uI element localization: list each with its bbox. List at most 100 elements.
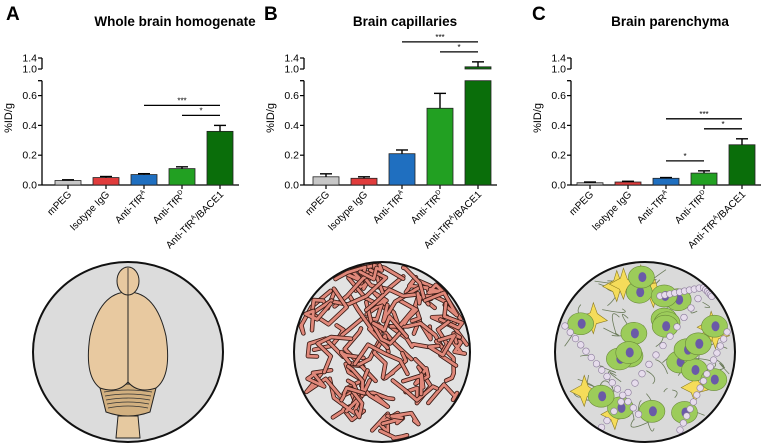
capillary: [401, 373, 425, 396]
myelin-bead: [694, 295, 702, 303]
y-tick-label: 0.4: [284, 120, 299, 132]
label-text: Anti-TfR: [151, 193, 185, 227]
capillary: [340, 302, 384, 337]
capillary: [364, 288, 418, 312]
y-tick-label: 0.4: [22, 120, 37, 132]
myelin-bead: [689, 398, 698, 406]
label-text: /BACE1: [451, 189, 484, 222]
myelin-bead: [634, 410, 643, 418]
myelin-bead: [608, 379, 616, 387]
x-tick-label: Anti-TfRD: [150, 188, 188, 226]
bar: [388, 153, 416, 186]
bar: [130, 174, 158, 186]
myelin-bead: [680, 313, 688, 322]
bar: [312, 176, 340, 186]
neurite: [690, 310, 698, 314]
neurite: [655, 359, 668, 375]
x-tick-label: mPEG: [46, 189, 75, 218]
neuron-nucleus: [662, 321, 671, 332]
label-text: Anti-TfR: [371, 192, 405, 226]
cerebellum-fold: [105, 397, 151, 401]
myelin-bead: [631, 379, 639, 387]
myelin-bead: [693, 391, 701, 399]
cerebellum-fold: [103, 389, 153, 393]
capillary: [328, 377, 363, 414]
label-text: Anti-TfR: [409, 193, 443, 227]
neuron-nucleus: [617, 402, 626, 413]
y-tick-label: 1.4: [22, 53, 37, 65]
bar: [54, 180, 82, 186]
capillary: [310, 287, 348, 326]
capillary: [390, 411, 420, 426]
y-tick-label: 0.2: [284, 150, 299, 162]
capillary: [346, 365, 372, 397]
neuron-nucleus: [598, 391, 607, 402]
myelin-bead: [723, 328, 731, 336]
neurite: [672, 389, 678, 398]
y-tick-label: 0.0: [284, 180, 299, 192]
y-axis-label: %ID/g: [265, 103, 277, 133]
capillary: [358, 263, 384, 281]
capillary: [316, 335, 353, 374]
neuron-nucleus: [711, 321, 720, 332]
capillary: [306, 368, 333, 388]
capillary: [306, 337, 345, 359]
capillary: [372, 315, 409, 338]
significance-label: ***: [177, 96, 186, 105]
label-superscript: A: [397, 188, 405, 196]
capillary: [426, 383, 459, 405]
y-axis-label: %ID/g: [532, 103, 544, 133]
label-text: mPEG: [46, 189, 75, 218]
neuron-nucleus: [577, 318, 586, 329]
myelin-bead: [603, 372, 611, 381]
myelin-bead: [592, 360, 601, 368]
significance-label: ***: [699, 110, 708, 119]
myelin-bead: [709, 356, 718, 364]
label-superscript: A: [661, 188, 669, 196]
label-text: Anti-TfR: [113, 192, 147, 226]
myelin-bead: [561, 322, 569, 330]
label-text: Anti-TfR: [673, 193, 707, 227]
neurite: [630, 419, 650, 428]
label-text: mPEG: [304, 189, 333, 218]
capillary: [428, 334, 456, 357]
x-tick-label: Isotype IgG: [68, 189, 112, 233]
bar: [614, 181, 642, 186]
bar: [426, 107, 454, 186]
bar: [728, 144, 756, 186]
capillary: [391, 379, 439, 402]
capillary: [373, 291, 401, 329]
x-tick-label: mPEG: [568, 189, 597, 218]
y-tick-label: 0.6: [284, 90, 299, 102]
bar: [168, 168, 196, 186]
neurite: [611, 313, 620, 335]
circle-outline: [554, 261, 736, 443]
circle-outline: [293, 261, 471, 443]
significance-label: ***: [435, 33, 444, 42]
myelin-bead: [571, 335, 580, 343]
myelin-bead: [577, 341, 585, 349]
y-tick-label: 0.0: [551, 180, 566, 192]
neurite: [663, 388, 668, 393]
x-tick-label: Isotype IgG: [590, 189, 634, 233]
label-superscript: D: [434, 188, 442, 196]
myelin-bead: [629, 404, 637, 412]
capillary: [423, 291, 459, 317]
capillaries-illustration: [294, 262, 470, 442]
y-tick-label: 0.4: [551, 120, 566, 132]
bar: [92, 177, 120, 186]
capillary: [340, 386, 366, 402]
label-superscript: D: [176, 188, 184, 196]
myelin-bead: [686, 405, 694, 413]
label-text: Isotype IgG: [326, 189, 370, 233]
label-superscript: D: [698, 188, 706, 196]
left-hemisphere: [87, 291, 129, 391]
capillary: [331, 405, 366, 422]
panel-title-c: Brain parenchyma: [611, 14, 729, 29]
capillary: [439, 301, 464, 330]
myelin-bead: [587, 353, 595, 362]
x-tick-label: Anti-TfRA: [371, 188, 409, 226]
neuron-nucleus: [630, 328, 639, 339]
